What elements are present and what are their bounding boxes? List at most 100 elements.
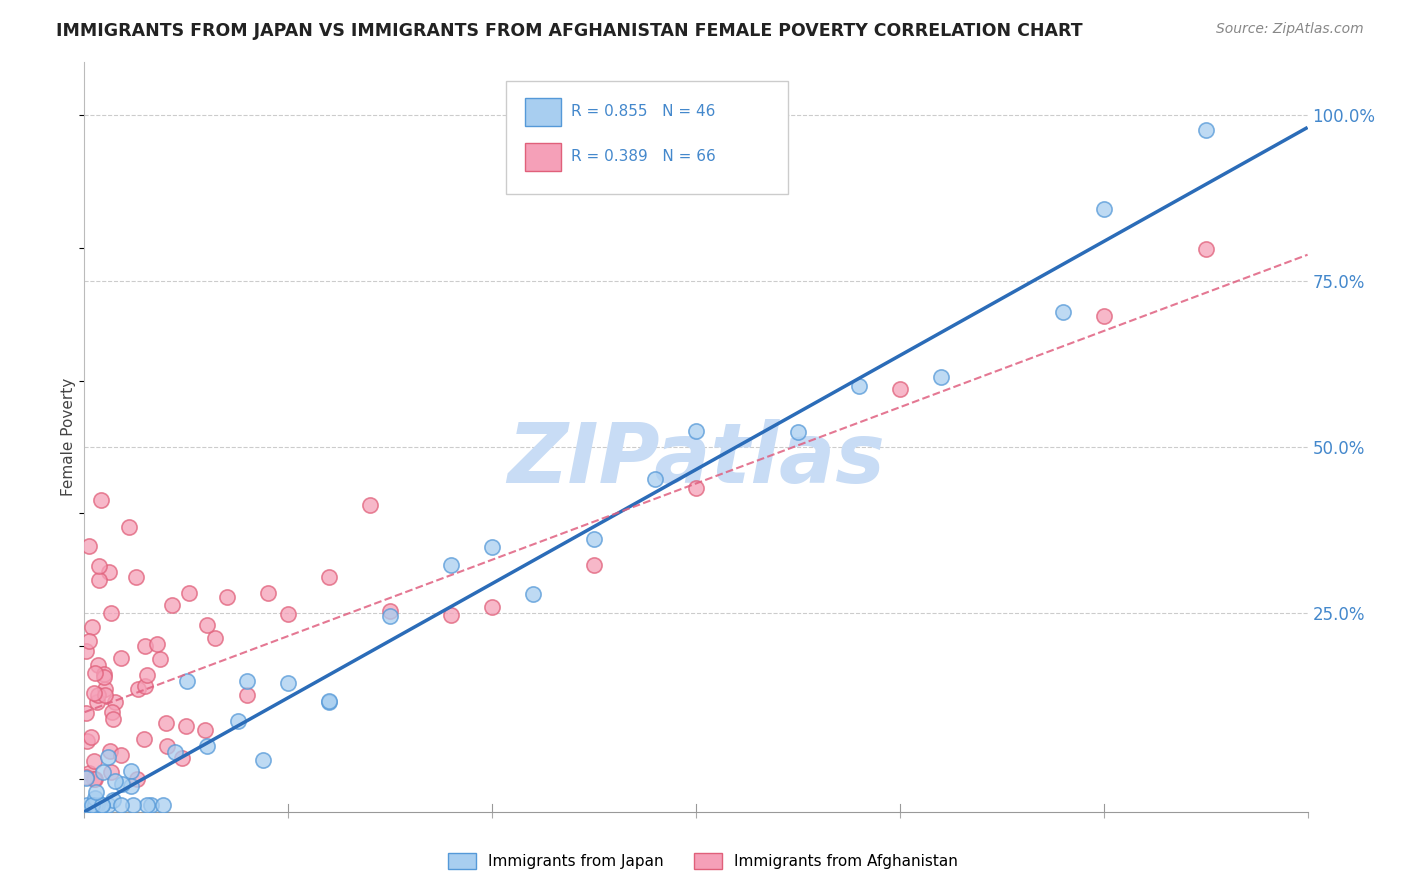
Point [252,753,274,767]
Point [91,764,114,779]
Point [77,634,100,648]
Point [195,617,218,632]
Point [110,747,132,762]
Point [98,566,121,580]
Point [226,714,249,729]
Point [1092,310,1115,324]
Point [787,425,810,439]
Point [93,670,115,684]
Point [685,481,707,495]
Point [440,558,463,573]
Point [127,681,149,696]
Point [165,746,187,760]
Point [1195,242,1218,256]
Point [110,651,132,665]
Point [100,606,122,620]
Point [132,731,155,746]
Point [76,734,98,748]
Point [135,668,157,682]
Point [80,730,103,744]
Point [89,573,111,587]
Point [100,744,122,758]
Point [1092,202,1115,216]
Point [236,673,259,688]
Point [170,751,193,765]
Point [83,772,105,786]
Point [685,424,707,438]
Point [120,779,142,793]
Point [75,706,97,721]
Point [104,773,127,788]
Point [94,681,117,696]
Point [111,777,134,791]
Point [93,666,115,681]
Point [318,693,340,707]
Point [91,798,114,813]
Point [104,695,127,709]
Point [110,798,132,813]
Point [194,723,217,738]
Text: R = 0.855   N = 46: R = 0.855 N = 46 [571,104,716,120]
Point [87,658,110,673]
Point [889,382,911,396]
Point [141,798,163,813]
Point [84,785,107,799]
Point [160,598,183,612]
Point [80,620,103,634]
Point [217,591,239,605]
Point [97,749,120,764]
Point [86,695,108,709]
Text: Source: ZipAtlas.com: Source: ZipAtlas.com [1216,22,1364,37]
FancyBboxPatch shape [506,81,787,194]
Point [380,604,402,618]
Point [87,559,110,574]
Point [583,532,606,546]
Point [87,688,110,702]
Point [77,540,100,554]
Point [75,771,97,785]
Point [145,637,167,651]
Y-axis label: Female Poverty: Female Poverty [60,378,76,496]
Point [94,688,117,702]
FancyBboxPatch shape [524,143,561,171]
Point [84,666,107,681]
Point [83,772,105,786]
Point [236,688,259,702]
Point [90,493,112,508]
Point [75,770,97,784]
Point [134,640,156,654]
Point [77,765,100,780]
Point [83,791,105,805]
Point [86,798,108,813]
Point [90,798,112,813]
Point [195,739,218,753]
Point [257,585,280,599]
Point [1195,123,1218,137]
Point [644,472,666,486]
Point [100,706,122,720]
Point [176,673,198,688]
Point [83,798,105,813]
Point [80,798,103,813]
Text: ZIPatlas: ZIPatlas [508,419,884,500]
Point [277,607,299,621]
Point [318,695,340,709]
Point [359,498,381,512]
Point [101,712,124,726]
Point [440,607,463,622]
Point [481,540,503,554]
Point [380,609,402,624]
Point [75,644,97,658]
Point [149,652,172,666]
Point [103,793,125,807]
Legend: Immigrants from Japan, Immigrants from Afghanistan: Immigrants from Japan, Immigrants from A… [441,847,965,875]
Point [136,798,159,813]
Point [125,570,148,584]
Point [522,587,544,601]
Point [83,686,105,700]
Point [174,719,197,733]
Point [125,772,148,786]
Point [204,631,226,645]
Point [97,798,120,813]
Point [583,558,606,572]
